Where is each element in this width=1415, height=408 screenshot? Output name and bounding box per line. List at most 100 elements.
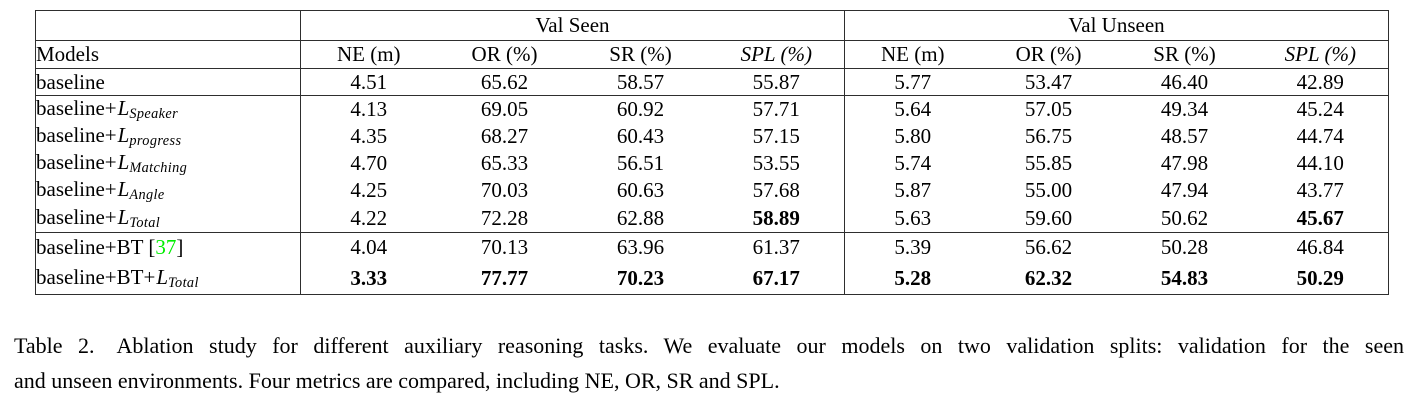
value-cell: 50.28 xyxy=(1160,235,1209,260)
value-cell: 57.68 xyxy=(708,177,846,205)
model-name-segment: Total xyxy=(129,214,161,231)
value-cell: 5.64 xyxy=(894,97,932,122)
value-cell: 68.27 xyxy=(480,124,529,149)
value-cell: 44.10 xyxy=(1296,151,1344,176)
value-cell: 50.29 xyxy=(1296,265,1344,290)
val-unseen-group-header: Val Unseen xyxy=(844,10,1389,41)
caption-line-1: Table 2. Ablation study for different au… xyxy=(14,333,1404,358)
group-header-row: Val Seen Val Unseen xyxy=(35,10,1389,41)
model-cell: baseline xyxy=(35,68,301,96)
model-name-segment: baseline+ xyxy=(36,150,117,175)
model-cell: baseline+LAngle xyxy=(35,177,301,205)
value-cell: 5.28 xyxy=(894,265,932,290)
table-row: baseline+LMatching 4.70 65.33 56.51 53.55 5.7… xyxy=(35,150,1389,178)
value-cell: 47.94 xyxy=(1160,178,1209,203)
model-name-segment: baseline+BT [ xyxy=(36,235,156,260)
value-cell: 54.83 xyxy=(1160,265,1209,290)
value-cell: 5.77 xyxy=(894,69,932,94)
value-cell: 44.74 xyxy=(1296,124,1344,149)
model-name-segment: L xyxy=(117,177,130,202)
value-cell: 60.92 xyxy=(616,97,665,122)
spl-unseen-column-header: SPL (%) xyxy=(1252,40,1389,69)
value-cell: 43.77 xyxy=(1296,178,1344,203)
value-cell: 57.15 xyxy=(708,123,846,151)
value-cell: 60.63 xyxy=(616,178,665,203)
ne-unseen-column-header: NE (m) xyxy=(844,40,981,69)
value-cell: 5.80 xyxy=(894,124,932,149)
table-row: baseline+LTotal 4.22 72.28 62.88 58.89 5.63 59… xyxy=(35,204,1389,233)
table-caption: Table 2. Ablation study for different au… xyxy=(14,328,1404,398)
model-name-segment: baseline xyxy=(36,69,105,94)
value-cell: 4.70 xyxy=(350,151,388,176)
value-cell: 69.05 xyxy=(480,97,529,122)
value-cell: 3.33 xyxy=(350,265,388,290)
model-name-segment: Total xyxy=(168,275,199,292)
table-row: baseline+Lprogress 4.35 68.27 60.43 57.15 5.8… xyxy=(35,123,1389,151)
sr-seen-column-header: SR (%) xyxy=(572,40,709,69)
table-row: baseline+BT+LTotal 3.33 77.77 70.23 67.17 5.2… xyxy=(35,263,1389,295)
model-name-segment: Speaker xyxy=(129,106,179,123)
model-name-segment: baseline+ xyxy=(36,96,117,120)
value-cell: 62.32 xyxy=(1024,265,1073,290)
model-name-segment: ] xyxy=(176,235,184,260)
model-name-segment: Angle xyxy=(129,187,165,204)
model-name-segment: baseline+ xyxy=(36,123,117,148)
value-cell: 49.34 xyxy=(1160,97,1209,122)
value-cell: 55.87 xyxy=(708,68,846,96)
value-cell: 63.96 xyxy=(616,235,665,260)
value-cell: 45.24 xyxy=(1296,97,1344,122)
model-cell: baseline+Lprogress xyxy=(35,123,301,151)
citation-ref[interactable]: 37 xyxy=(155,235,177,260)
value-cell: 53.55 xyxy=(708,150,846,178)
models-spacer-cell xyxy=(35,10,301,41)
model-name-segment: L xyxy=(117,150,130,175)
sr-unseen-column-header: SR (%) xyxy=(1116,40,1253,69)
model-name-segment: Matching xyxy=(129,160,188,177)
value-cell: 65.33 xyxy=(480,151,529,176)
model-name-segment: L xyxy=(117,96,130,120)
value-cell: 60.43 xyxy=(616,124,665,149)
value-cell: 59.60 xyxy=(1024,205,1073,230)
or-seen-column-header: OR (%) xyxy=(436,40,573,69)
value-cell: 48.57 xyxy=(1160,124,1209,149)
value-cell: 46.84 xyxy=(1296,235,1344,260)
value-cell: 55.00 xyxy=(1024,178,1073,203)
table-row: baseline+LAngle 4.25 70.03 60.63 57.68 5.87 55… xyxy=(35,177,1389,205)
table-head: Val Seen Val Unseen Models NE (m) OR (%)… xyxy=(35,10,1389,69)
table-row: baseline+BT [37] 4.04 70.13 63.96 61.37 5.39 5… xyxy=(35,232,1389,264)
value-cell: 45.67 xyxy=(1296,205,1344,230)
model-name-segment: baseline+ xyxy=(36,204,117,229)
table-row: baseline 4.51 65.62 58.57 55.87 5.77 53.47 46.4… xyxy=(35,68,1389,96)
value-cell: 70.13 xyxy=(480,235,529,260)
value-cell: 70.03 xyxy=(480,178,529,203)
value-cell: 70.23 xyxy=(616,265,665,290)
value-cell: 58.57 xyxy=(616,69,665,94)
value-cell: 77.77 xyxy=(480,265,529,290)
value-cell: 61.37 xyxy=(708,232,846,264)
model-name-segment: progress xyxy=(129,133,182,150)
value-cell: 67.17 xyxy=(708,263,846,295)
model-cell: baseline+LTotal xyxy=(35,204,301,233)
value-cell: 57.05 xyxy=(1024,97,1073,122)
value-cell: 62.88 xyxy=(616,205,665,230)
value-cell: 50.62 xyxy=(1160,205,1209,230)
value-cell: 57.71 xyxy=(708,95,846,124)
value-cell: 4.13 xyxy=(350,97,388,122)
value-cell: 55.85 xyxy=(1024,151,1073,176)
value-cell: 65.62 xyxy=(480,69,529,94)
value-cell: 5.87 xyxy=(894,178,932,203)
value-cell: 4.51 xyxy=(350,69,388,94)
model-cell: baseline+BT [37] xyxy=(35,232,301,264)
value-cell: 4.35 xyxy=(350,124,388,149)
value-cell: 58.89 xyxy=(708,204,846,233)
value-cell: 4.22 xyxy=(350,205,388,230)
model-name-segment: L xyxy=(117,204,130,229)
model-cell: baseline+BT+LTotal xyxy=(35,263,301,295)
model-cell: baseline+LMatching xyxy=(35,150,301,178)
table-row: baseline+LSpeaker 4.13 69.05 60.92 57.71 5.64… xyxy=(35,95,1389,124)
column-header-row: Models NE (m) OR (%) SR (%) SPL (%) NE (… xyxy=(35,40,1389,69)
ablation-table: Val Seen Val Unseen Models NE (m) OR (%)… xyxy=(35,10,1390,295)
value-cell: 5.63 xyxy=(894,205,932,230)
caption-line-2: and unseen environments. Four metrics ar… xyxy=(14,368,780,393)
value-cell: 56.62 xyxy=(1024,235,1073,260)
